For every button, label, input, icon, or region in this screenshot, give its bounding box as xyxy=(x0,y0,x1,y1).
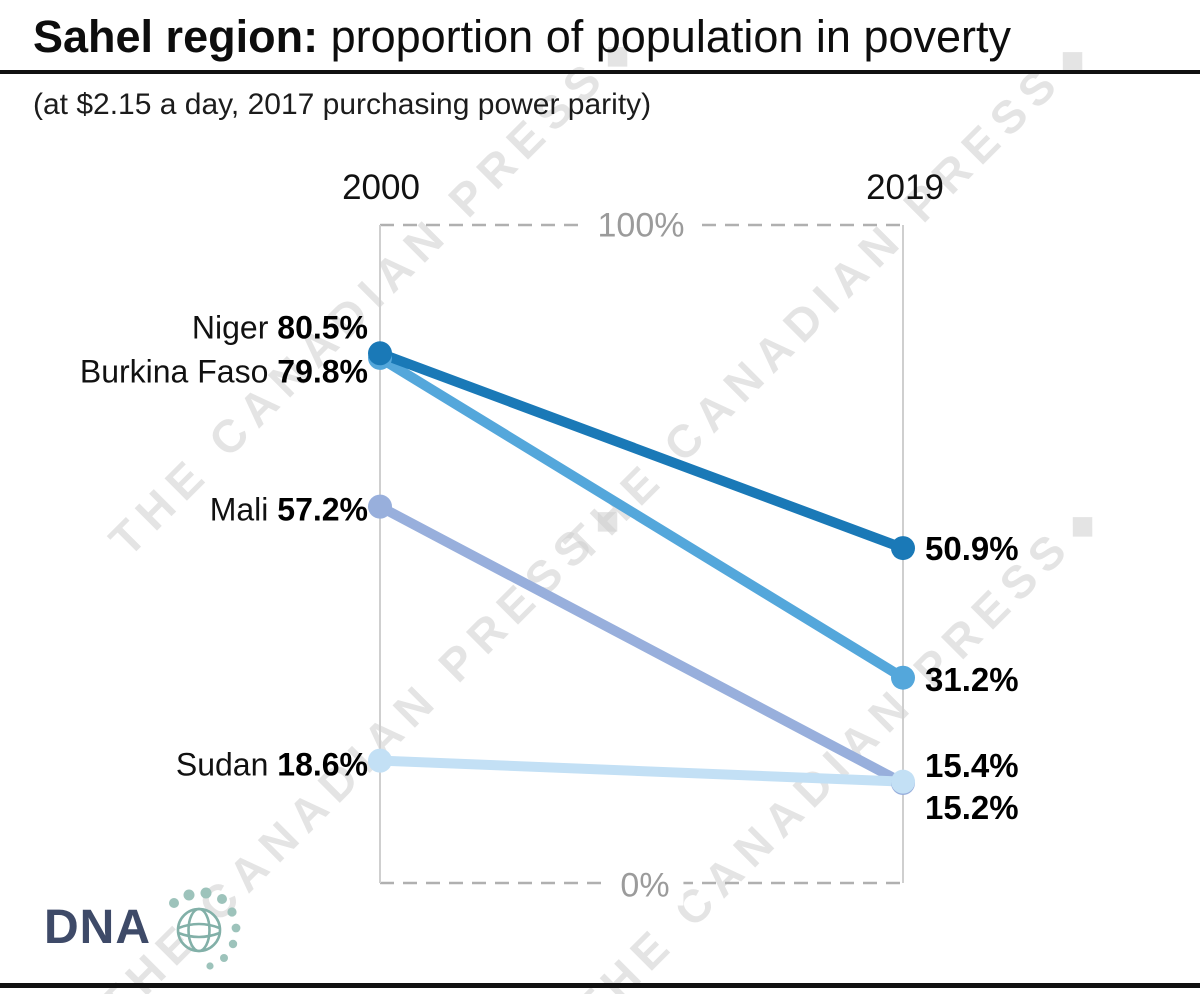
country-value: 18.6% xyxy=(277,746,368,783)
title-divider xyxy=(0,70,1200,74)
column-label-2019: 2019 xyxy=(866,168,944,207)
slope-line-mali xyxy=(375,501,908,788)
slope-line-sudan xyxy=(375,755,908,787)
label-sudan-2000: Sudan 18.6% xyxy=(176,747,368,784)
subtitle: (at $2.15 a day, 2017 purchasing power p… xyxy=(33,88,652,121)
data-point-sudan xyxy=(368,748,392,773)
bottom-divider xyxy=(0,983,1200,988)
globe-dots xyxy=(169,887,241,970)
country-value: 57.2% xyxy=(277,491,368,528)
axis-label-0pct: 0% xyxy=(606,866,684,906)
country-name: Burkina Faso xyxy=(79,353,269,390)
label-mali-2000: Mali 57.2% xyxy=(210,492,368,529)
label-niger-2000: Niger 80.5% xyxy=(192,310,368,347)
data-point-niger xyxy=(368,341,392,366)
data-point-sudan xyxy=(891,769,915,794)
axis-label-100pct: 100% xyxy=(583,206,699,246)
country-name: Mali xyxy=(209,491,269,528)
label-burkina-2000: Burkina Faso 79.8% xyxy=(80,354,368,391)
title-regular: proportion of population in poverty xyxy=(318,11,1012,62)
dna-logo: DNA xyxy=(44,887,241,970)
country-value: 79.8% xyxy=(277,353,368,390)
label-sudan-2019: 15.4% xyxy=(925,747,1019,784)
title-bold: Sahel region: xyxy=(33,11,319,62)
page-title: Sahel region: proportion of population i… xyxy=(33,12,1183,62)
country-name: Sudan xyxy=(175,746,269,783)
column-label-2000: 2000 xyxy=(342,168,420,207)
data-point-niger xyxy=(891,536,915,561)
label-mali-2019: 15.2% xyxy=(925,789,1019,826)
slope-line-burkina-faso xyxy=(375,352,908,683)
data-point-mali xyxy=(368,494,392,519)
data-point-burkina-faso xyxy=(891,665,915,690)
slope-line-niger xyxy=(375,348,908,554)
dna-logo-text: DNA xyxy=(44,901,151,954)
label-burkina-2019: 31.2% xyxy=(925,661,1019,698)
globe-icon xyxy=(169,887,241,970)
country-value: 80.5% xyxy=(277,309,368,346)
label-niger-2019: 50.9% xyxy=(925,530,1019,567)
country-name: Niger xyxy=(191,309,269,346)
